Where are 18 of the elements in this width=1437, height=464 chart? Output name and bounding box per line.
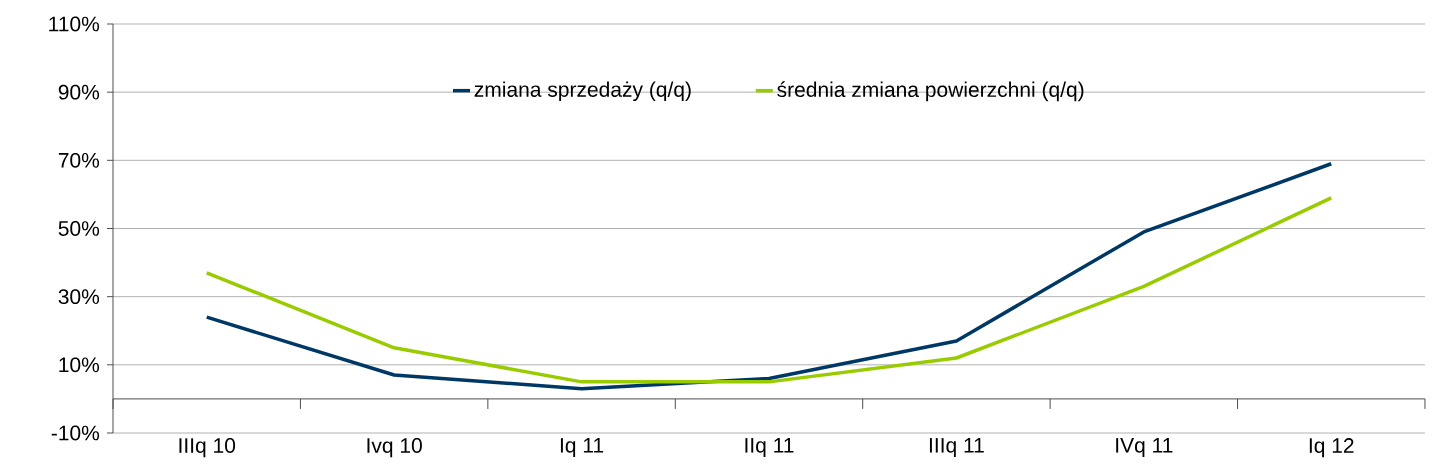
y-tick-label: 10%	[59, 357, 100, 373]
x-tick-label: IIIq 10	[179, 438, 236, 458]
line-series	[204, 161, 1334, 391]
y-tick-label: 30%	[58, 289, 100, 305]
x-tick-label: IIIq 11	[929, 438, 984, 457]
y-tick-label: 90%	[58, 84, 100, 100]
y-tick-label: 110%	[49, 16, 100, 32]
x-tick-label: Iq 11	[560, 438, 604, 457]
y-tick-label: 50%	[58, 220, 100, 236]
x-tick-label: Iq 12	[1309, 438, 1354, 458]
x-tick-label: Ivq 10	[367, 438, 422, 458]
x-tick-label: IVq 11	[1116, 438, 1173, 457]
x-tick-label: IIq 11	[745, 438, 794, 457]
y-tick-label: 70%	[58, 152, 100, 168]
legend-label: zmiana sprzedaży (q/q)	[474, 81, 691, 101]
line-series	[204, 196, 1334, 384]
legend-label: średnia zmiana powierzchni (q/q)	[777, 81, 1084, 102]
y-tick-label: -10%	[51, 425, 100, 441]
